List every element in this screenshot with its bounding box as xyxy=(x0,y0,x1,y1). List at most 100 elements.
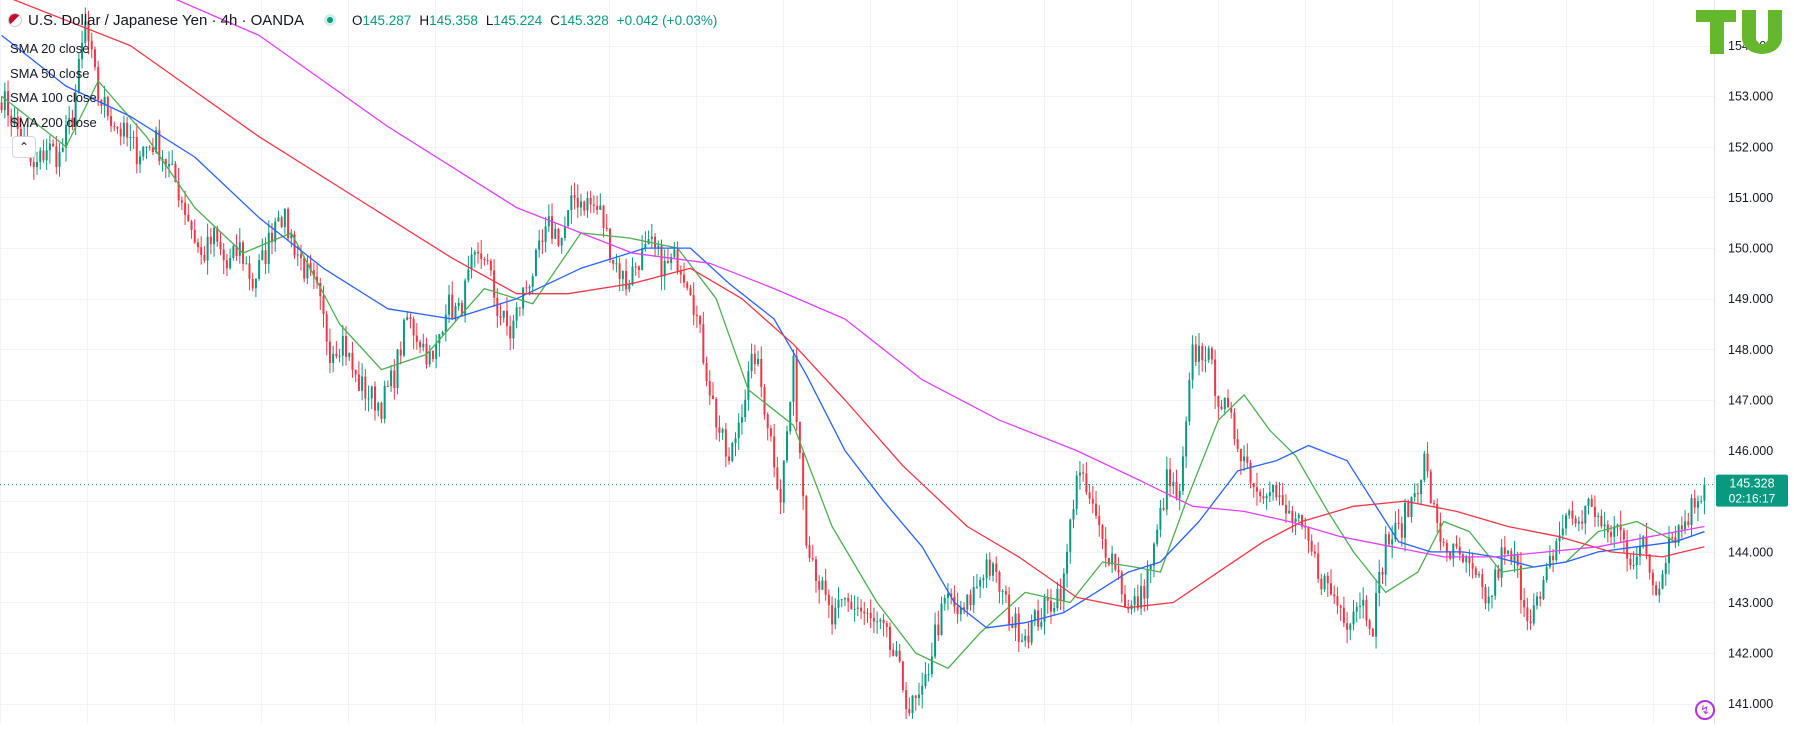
candle xyxy=(1185,416,1188,468)
candle-body xyxy=(805,496,808,546)
candle xyxy=(580,193,583,217)
candle-body xyxy=(1011,624,1014,629)
candle-body xyxy=(992,563,995,576)
candle-body xyxy=(151,147,154,153)
legend-sma-200[interactable]: SMA 200 close xyxy=(10,114,97,130)
candle xyxy=(431,350,434,363)
candle-body xyxy=(77,59,80,94)
candle xyxy=(1123,585,1126,608)
candle xyxy=(1346,611,1349,644)
candle xyxy=(534,248,537,277)
candle xyxy=(1020,633,1023,643)
candle-body xyxy=(670,257,673,263)
candle xyxy=(415,323,418,350)
candle-body xyxy=(592,204,595,206)
candle xyxy=(882,613,885,637)
candle xyxy=(113,121,116,132)
candle xyxy=(1400,516,1403,547)
legend-sma-20[interactable]: SMA 20 close xyxy=(10,41,90,56)
candle-body xyxy=(1255,487,1258,492)
candle xyxy=(831,596,834,635)
ohlc-values: O145.287 H145.358 L145.224 C145.328 +0.0… xyxy=(352,13,717,28)
candle-body xyxy=(139,156,142,165)
candle-body xyxy=(357,374,360,391)
candle-body xyxy=(1027,635,1030,643)
candle xyxy=(1304,517,1307,540)
candle-body xyxy=(940,603,943,636)
candle-body xyxy=(599,205,602,210)
candle xyxy=(129,124,132,152)
candle xyxy=(753,344,756,375)
candle-body xyxy=(1062,573,1065,601)
candle xyxy=(1442,538,1445,547)
legend-sma-50[interactable]: SMA 50 close xyxy=(10,65,90,81)
candle-body xyxy=(547,216,550,227)
candle xyxy=(512,314,515,350)
candle-body xyxy=(995,563,998,573)
candle-body xyxy=(48,143,51,151)
candle-body xyxy=(898,650,901,662)
candle-body xyxy=(1539,596,1542,599)
candle xyxy=(988,552,991,581)
candle xyxy=(357,361,360,391)
candle xyxy=(496,288,499,328)
flash-icon[interactable]: ↯ xyxy=(1695,700,1715,720)
candle-body xyxy=(167,164,170,167)
candle-body xyxy=(689,288,692,296)
candle xyxy=(187,203,190,222)
candle-body xyxy=(1201,345,1204,361)
candle-body xyxy=(518,307,521,309)
candle-body xyxy=(679,271,682,275)
candle xyxy=(77,52,80,94)
candle xyxy=(972,575,975,613)
candle xyxy=(3,82,6,119)
candle xyxy=(209,227,212,255)
candle-body xyxy=(399,349,402,356)
candle-body xyxy=(615,263,618,265)
candle-body xyxy=(901,661,904,690)
candle-body xyxy=(1227,397,1229,408)
candle-body xyxy=(1249,462,1252,484)
candle-body xyxy=(921,686,924,695)
candle xyxy=(515,302,518,329)
sma-line-2 xyxy=(12,0,1705,609)
candle-body xyxy=(1397,522,1400,524)
candle xyxy=(1297,512,1300,523)
candle-body xyxy=(1613,526,1616,537)
candle xyxy=(522,287,525,316)
candle xyxy=(1629,554,1632,570)
candle xyxy=(145,146,148,159)
candle xyxy=(1568,508,1571,519)
candle xyxy=(203,246,206,263)
candle-body xyxy=(1410,497,1413,518)
candle-body xyxy=(837,599,840,608)
candle-body xyxy=(1542,579,1545,599)
candle xyxy=(1613,516,1616,548)
price-axis: 141.000142.000143.000144.000145.000146.0… xyxy=(1728,39,1773,711)
candle xyxy=(457,297,460,311)
candle xyxy=(1107,557,1110,567)
candle xyxy=(551,203,554,245)
candle xyxy=(1626,529,1629,572)
candle-body xyxy=(1407,502,1410,518)
candle-body xyxy=(1510,550,1513,562)
candle xyxy=(1246,443,1249,469)
chevron-up-icon[interactable]: ⌃ xyxy=(12,136,36,158)
candle-body xyxy=(444,314,447,332)
candle-body xyxy=(1584,505,1587,524)
candle-body xyxy=(930,656,933,674)
candle-body xyxy=(1655,585,1658,596)
candle-body xyxy=(290,234,293,239)
candle-body xyxy=(1169,469,1172,487)
candle-body xyxy=(55,146,58,167)
candle xyxy=(773,424,776,478)
candle xyxy=(1674,525,1677,549)
candle-body xyxy=(943,597,946,604)
candle xyxy=(750,343,753,379)
candle-body xyxy=(261,250,264,261)
candle-body xyxy=(470,254,473,270)
candle xyxy=(969,589,972,611)
candle-body xyxy=(1278,495,1281,498)
symbol-title[interactable]: U.S. Dollar / Japanese Yen · 4h · OANDA xyxy=(28,11,304,29)
legend-sma-100[interactable]: SMA 100 close xyxy=(10,90,97,105)
